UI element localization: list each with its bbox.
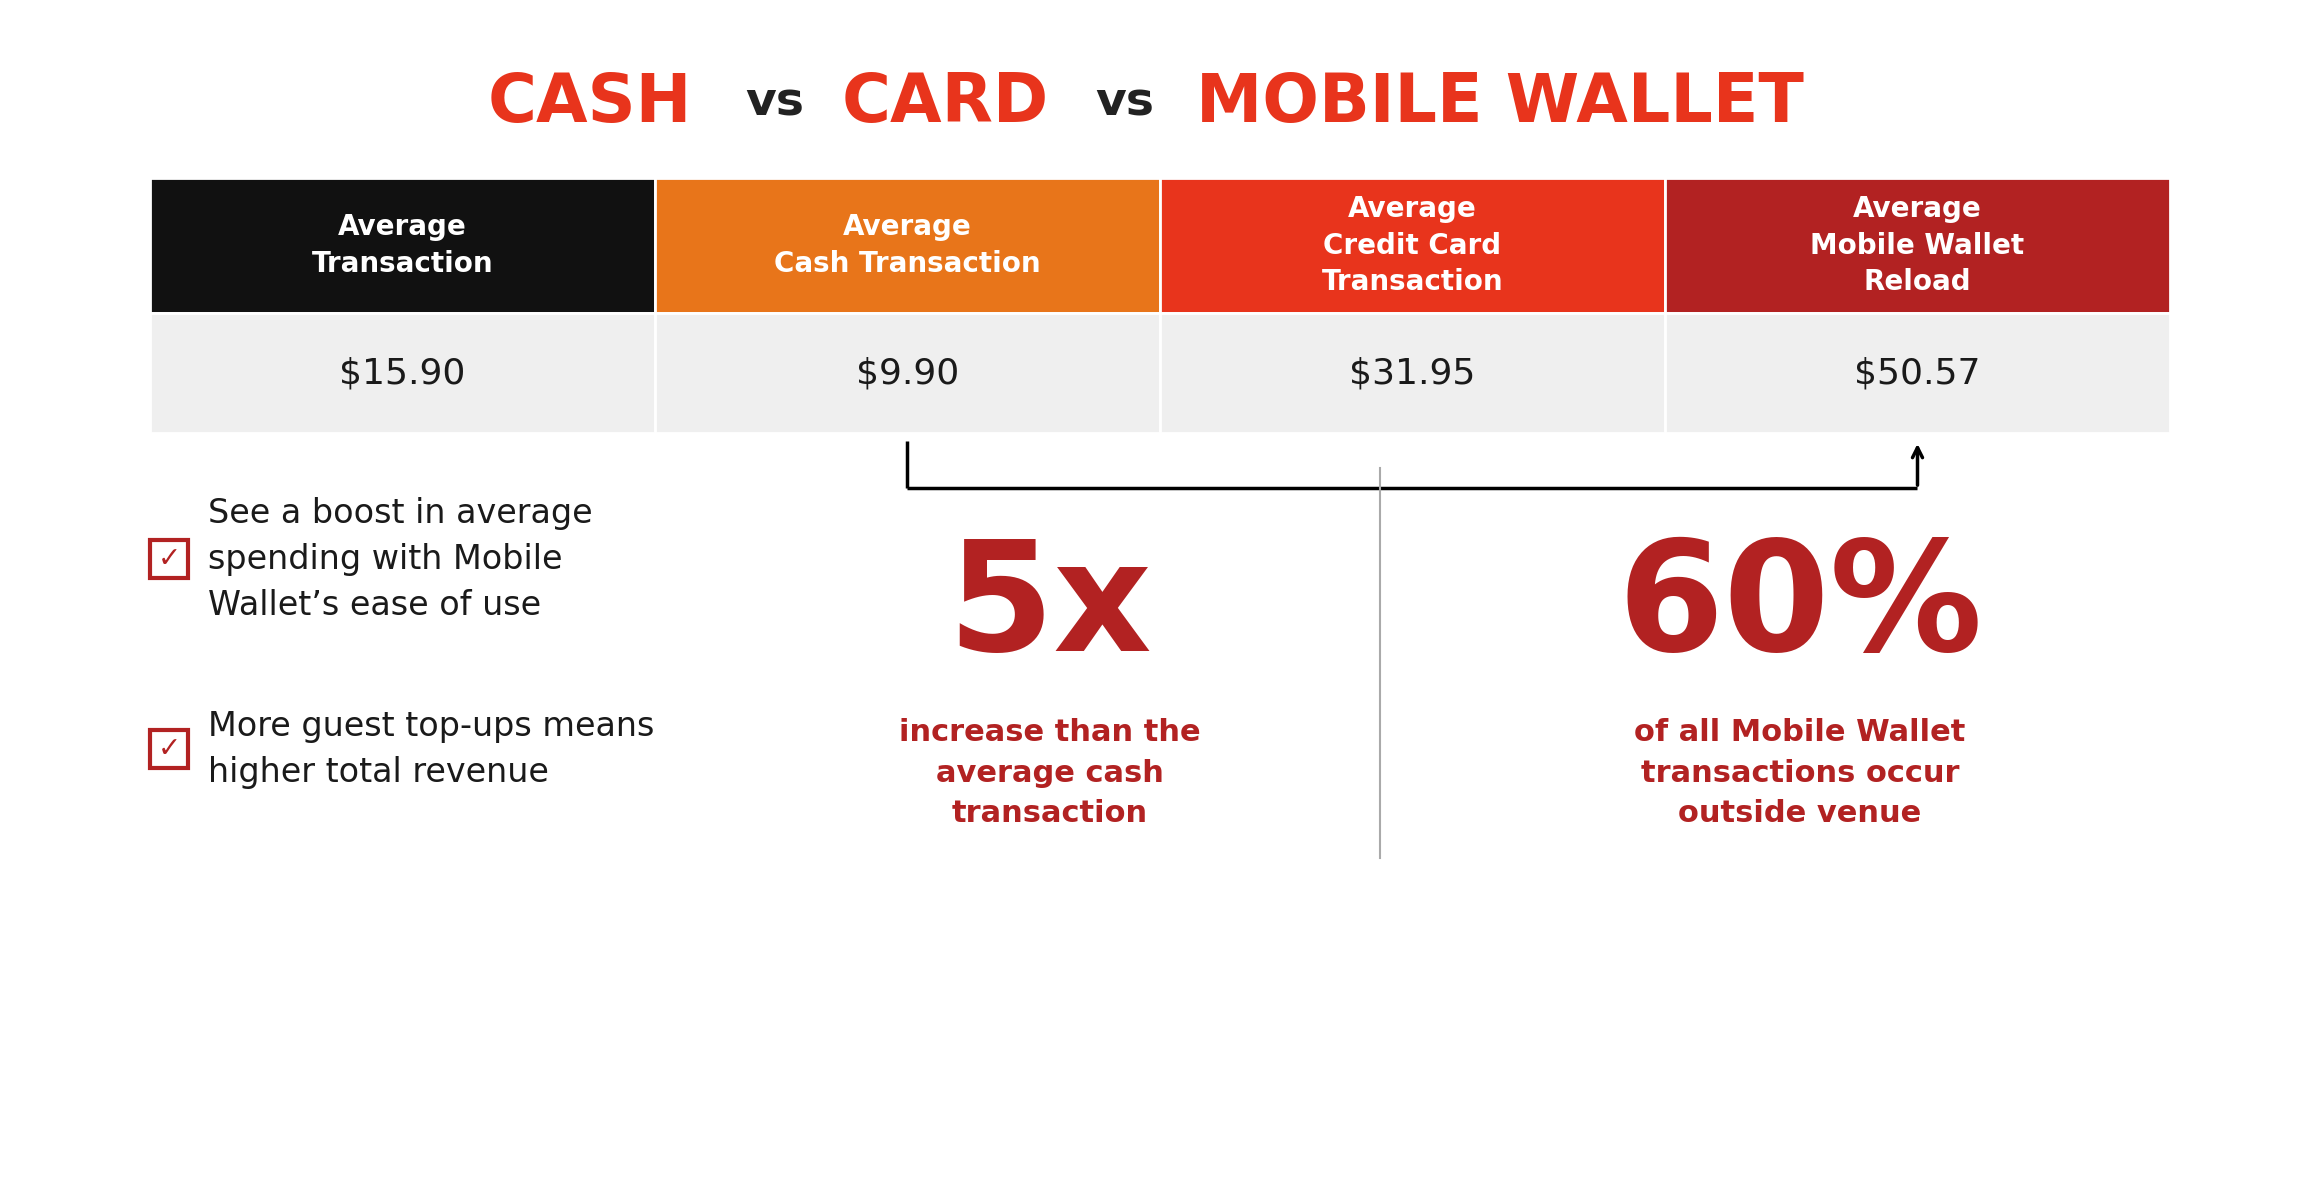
Text: Average
Transaction: Average Transaction bbox=[311, 213, 493, 278]
Text: Average
Mobile Wallet
Reload: Average Mobile Wallet Reload bbox=[1811, 195, 2025, 296]
Bar bbox=[150, 178, 654, 312]
Text: CARD: CARD bbox=[841, 70, 1048, 135]
Bar bbox=[150, 729, 189, 767]
Bar bbox=[1159, 312, 1666, 432]
Text: increase than the
average cash
transaction: increase than the average cash transacti… bbox=[899, 718, 1200, 828]
Text: Average
Cash Transaction: Average Cash Transaction bbox=[774, 213, 1041, 278]
Text: ✓: ✓ bbox=[157, 545, 180, 573]
Text: CASH: CASH bbox=[488, 70, 691, 135]
Text: $31.95: $31.95 bbox=[1350, 356, 1475, 390]
Text: More guest top-ups means
higher total revenue: More guest top-ups means higher total re… bbox=[207, 709, 654, 789]
Text: $15.90: $15.90 bbox=[339, 356, 465, 390]
Text: of all Mobile Wallet
transactions occur
outside venue: of all Mobile Wallet transactions occur … bbox=[1634, 718, 1965, 828]
Text: MOBILE WALLET: MOBILE WALLET bbox=[1196, 70, 1804, 135]
Text: vs: vs bbox=[746, 81, 804, 126]
Bar bbox=[1159, 178, 1666, 312]
Text: $9.90: $9.90 bbox=[855, 356, 958, 390]
Bar bbox=[654, 312, 1159, 432]
Text: See a boost in average
spending with Mobile
Wallet’s ease of use: See a boost in average spending with Mob… bbox=[207, 497, 592, 621]
Text: 60%: 60% bbox=[1617, 533, 1984, 682]
Text: ✓: ✓ bbox=[157, 735, 180, 763]
Text: vs: vs bbox=[1094, 81, 1154, 126]
Bar bbox=[654, 178, 1159, 312]
Bar bbox=[150, 541, 189, 579]
Text: $50.57: $50.57 bbox=[1855, 356, 1981, 390]
Text: Average
Credit Card
Transaction: Average Credit Card Transaction bbox=[1322, 195, 1502, 296]
Text: 5x: 5x bbox=[947, 533, 1152, 682]
Bar bbox=[1666, 312, 2170, 432]
Bar bbox=[150, 312, 654, 432]
Bar bbox=[1666, 178, 2170, 312]
